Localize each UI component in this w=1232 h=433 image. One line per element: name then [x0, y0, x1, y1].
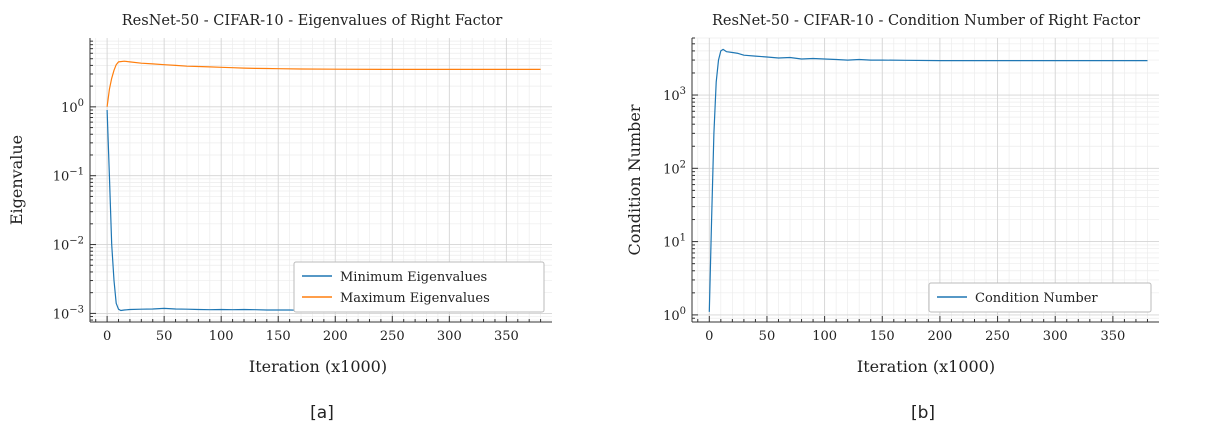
- y-axis-label-a: Eigenvalue: [7, 135, 26, 225]
- legend: Condition Number: [928, 282, 1152, 313]
- x-tick-label: 100: [209, 329, 234, 344]
- x-axis-label-b: Iteration (x1000): [857, 357, 995, 376]
- series-line-2: [106, 60, 541, 107]
- x-tick-label: 200: [927, 329, 952, 344]
- x-tick-label: 250: [985, 329, 1010, 344]
- legend-label: Condition Number: [975, 291, 1098, 306]
- x-tick-label: 350: [494, 329, 519, 344]
- x-tick-label: 350: [1100, 329, 1125, 344]
- x-axis-label-a: Iteration (x1000): [249, 357, 387, 376]
- y-axis-label-b: Condition Number: [625, 104, 644, 255]
- x-tick-label: 200: [323, 329, 348, 344]
- y-tick-label: 10−2: [53, 236, 84, 254]
- y-tick-label: 102: [663, 159, 686, 177]
- x-tick-label: 150: [870, 329, 895, 344]
- chart-panel-b: ResNet-50 - CIFAR-10 - Condition Number …: [625, 13, 1159, 423]
- x-tick-label: 0: [103, 329, 111, 344]
- legend-box: [293, 261, 545, 313]
- chart-title-a: ResNet-50 - CIFAR-10 - Eigenvalues of Ri…: [122, 13, 503, 29]
- y-tick-label: 100: [61, 98, 84, 116]
- x-tick-label: 50: [156, 329, 173, 344]
- x-tick-label: 100: [812, 329, 837, 344]
- x-tick-label: 300: [437, 329, 462, 344]
- legend-label: Minimum Eigenvalues: [340, 270, 487, 285]
- y-tick-label: 10−1: [53, 167, 84, 185]
- plot-area-b: 0 50 100 150 200 250 300 350 100 101 102 103 Conditi…: [663, 37, 1159, 344]
- caption-b: [b]: [911, 403, 935, 423]
- plot-area-a: 0 50 100 150 200 250 300 350 10−3 10−2 10−1 100 Mini…: [53, 38, 552, 344]
- chart-title-b: ResNet-50 - CIFAR-10 - Condition Number …: [712, 13, 1140, 29]
- chart-panel-a: ResNet-50 - CIFAR-10 - Eigenvalues of Ri…: [7, 13, 552, 423]
- y-tick-label: 10−3: [53, 304, 84, 322]
- legend-label: Maximum Eigenvalues: [340, 291, 490, 306]
- x-tick-label: 250: [380, 329, 405, 344]
- x-tick-label: 300: [1043, 329, 1068, 344]
- series-line-1: [708, 48, 1148, 312]
- x-tick-label: 0: [705, 329, 713, 344]
- caption-a: [a]: [310, 403, 334, 423]
- legend: Minimum Eigenvalues Maximum Eigenvalues: [293, 261, 545, 313]
- x-tick-label: 50: [759, 329, 776, 344]
- y-tick-label: 103: [663, 86, 686, 104]
- y-tick-label: 101: [663, 233, 686, 251]
- x-tick-label: 150: [266, 329, 291, 344]
- legend-box: [928, 282, 1152, 313]
- y-tick-label: 100: [663, 306, 686, 324]
